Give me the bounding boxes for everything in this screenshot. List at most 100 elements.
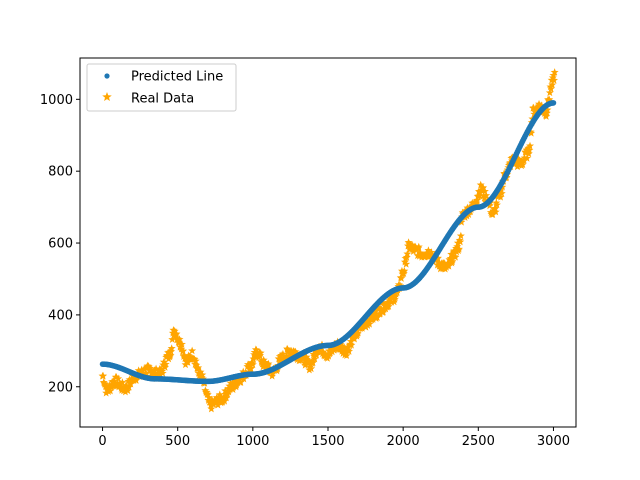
real-data-point: [326, 348, 335, 357]
real-data-point: [397, 274, 406, 282]
real-data-point: [390, 295, 399, 303]
real-data-point: [168, 335, 177, 343]
real-data-point: [175, 335, 184, 343]
real-data-point: [247, 364, 256, 373]
real-data-point: [402, 253, 411, 261]
y-tick-label: 800: [48, 165, 73, 180]
real-data-point: [305, 362, 314, 371]
real-data-point: [191, 356, 200, 365]
real-data-point: [391, 292, 400, 301]
real-data-point: [228, 379, 237, 387]
real-data-point: [206, 396, 215, 405]
real-data-point: [236, 378, 245, 386]
real-data-point: [531, 107, 540, 116]
real-data-point: [190, 355, 199, 363]
real-data-point: [161, 360, 170, 368]
real-data-point: [373, 313, 382, 321]
real-data-point: [476, 180, 485, 189]
real-data-point: [252, 345, 261, 354]
real-data-point: [141, 369, 150, 377]
real-data-point: [203, 390, 212, 399]
real-data-point: [106, 386, 115, 395]
real-data-point: [304, 356, 313, 364]
real-data-point: [192, 360, 201, 369]
real-data-point: [112, 373, 121, 381]
real-data-point: [400, 266, 409, 275]
legend-marker-predicted-line: [104, 73, 110, 79]
real-data-point: [525, 146, 534, 154]
real-data-point: [514, 155, 523, 163]
real-data-point: [159, 360, 168, 369]
real-data-point: [479, 183, 488, 192]
y-axis: 200 400 600 800 1000: [40, 93, 80, 395]
real-data-point: [366, 312, 375, 321]
real-data-point: [451, 253, 460, 261]
legend-marker-real-data: [102, 92, 112, 102]
real-data-point: [159, 357, 168, 366]
real-data-point: [158, 369, 167, 377]
real-data-point: [301, 361, 310, 369]
real-data-point: [207, 404, 216, 413]
real-data-point: [102, 382, 111, 390]
real-data-point: [446, 254, 455, 262]
real-data-point: [495, 190, 504, 198]
real-data-point: [339, 346, 348, 354]
real-data-point: [354, 328, 363, 337]
real-data-point: [491, 204, 500, 212]
real-data-point: [99, 371, 108, 380]
x-axis: 0 500 1000 1500 2000 2500 3000: [98, 427, 570, 449]
real-data-point: [371, 307, 380, 316]
real-data-point: [453, 242, 462, 251]
real-data-point: [350, 334, 359, 343]
x-tick-label: 1000: [236, 434, 269, 449]
real-data-point: [319, 347, 328, 356]
real-data-point: [402, 260, 411, 268]
legend-label-predicted-line: Predicted Line: [131, 70, 223, 85]
real-data-point: [212, 398, 221, 406]
real-data-point: [197, 373, 206, 381]
real-data-point: [542, 108, 551, 117]
real-data-point: [488, 210, 497, 219]
real-data-point: [140, 364, 149, 373]
real-data-point: [527, 129, 536, 137]
real-data-point: [550, 68, 559, 76]
real-data-point: [118, 378, 127, 386]
real-data-point: [474, 187, 483, 195]
real-data-point: [342, 351, 351, 360]
real-data-point: [340, 343, 349, 352]
x-tick-label: 500: [165, 434, 190, 449]
real-data-point: [384, 302, 393, 310]
real-data-point: [167, 344, 176, 352]
real-data-point: [177, 340, 186, 348]
real-data-point: [122, 381, 130, 389]
real-data-point: [346, 339, 355, 348]
real-data-point: [305, 365, 314, 374]
real-data-point: [245, 362, 254, 371]
legend-label-real-data: Real Data: [131, 92, 194, 107]
real-data-point: [358, 324, 367, 332]
real-data-point: [256, 348, 265, 357]
real-data-point: [414, 242, 423, 251]
real-data-point: [248, 360, 257, 369]
real-data-point: [310, 354, 319, 363]
real-data-point: [480, 187, 489, 195]
real-data-point: [543, 105, 552, 114]
y-tick-label: 400: [48, 308, 73, 323]
real-data-point: [435, 260, 444, 268]
real-data-point: [310, 351, 319, 360]
real-data-point: [497, 189, 506, 197]
real-data-point: [180, 351, 189, 359]
real-data-point: [183, 358, 192, 366]
real-data-point: [264, 359, 273, 368]
real-data-point: [403, 249, 412, 258]
real-data-point: [114, 374, 123, 383]
real-data-point: [278, 349, 287, 358]
real-data-point: [166, 351, 175, 359]
real-data-point: [188, 346, 197, 355]
real-data-point: [134, 366, 143, 374]
real-data-point: [215, 390, 224, 399]
real-data-point: [196, 367, 205, 376]
real-data-point: [268, 371, 277, 380]
y-tick-label: 200: [48, 380, 73, 395]
real-data-point: [198, 370, 207, 379]
